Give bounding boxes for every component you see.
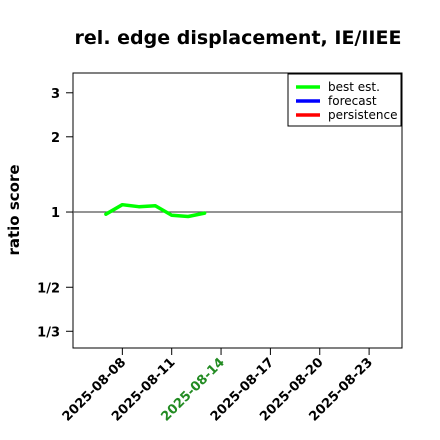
y-tick-label: 1/3	[37, 325, 60, 340]
y-tick-label: 3	[51, 87, 60, 102]
y-axis-label: ratio score	[5, 164, 23, 255]
series-line-best-est-	[104, 202, 207, 219]
legend-label: forecast	[328, 94, 377, 108]
plot-area: 1/31/21232025-08-082025-08-112025-08-142…	[37, 72, 403, 425]
y-tick-label: 1/2	[37, 281, 60, 296]
legend-label: best est.	[328, 80, 380, 94]
plot-frame	[72, 72, 403, 349]
y-tick-label: 1	[51, 206, 60, 221]
chart-title: rel. edge displacement, IE/IIEE	[75, 27, 402, 49]
y-tick-label: 2	[51, 131, 60, 146]
legend-label: persistence	[328, 108, 397, 122]
